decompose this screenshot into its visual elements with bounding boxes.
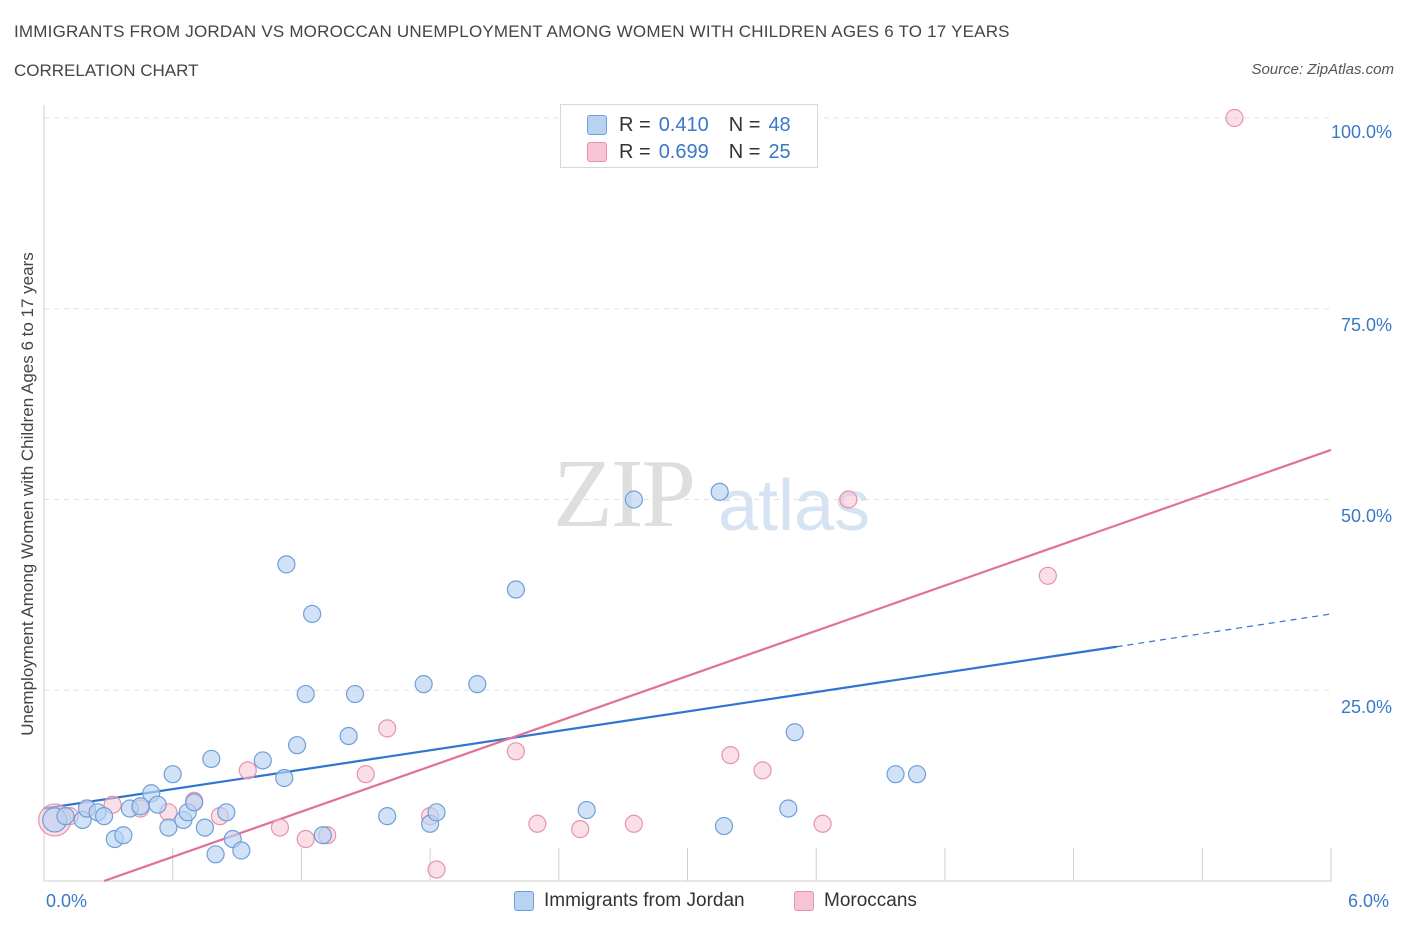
data-point-jordan xyxy=(577,800,596,820)
data-point-moroccans xyxy=(528,814,547,833)
data-point-jordan xyxy=(303,604,322,624)
data-point-moroccans xyxy=(753,761,772,780)
legend-r-value: 0.699 xyxy=(658,140,709,163)
chart-title: IMMIGRANTS FROM JORDAN VS MOROCCAN UNEMP… xyxy=(14,22,1010,41)
data-point-jordan xyxy=(710,482,729,501)
legend-swatch-blue xyxy=(514,891,534,911)
data-point-moroccans xyxy=(571,820,590,839)
legend-n-label: N = xyxy=(728,113,761,136)
x-tick-label-min: 0.0% xyxy=(46,891,88,911)
data-point-moroccans xyxy=(296,829,315,849)
y-tick-label: 100.0% xyxy=(1330,122,1392,142)
y-axis-label: Unemployment Among Women with Children A… xyxy=(18,252,37,736)
data-point-jordan xyxy=(159,818,178,837)
data-point-moroccans xyxy=(1225,108,1244,128)
data-point-moroccans xyxy=(839,490,858,509)
data-point-jordan xyxy=(714,816,734,836)
legend-row-moroccans: R = 0.699 N = 25 xyxy=(587,140,791,164)
legend-label-jordan: Immigrants from Jordan xyxy=(544,890,745,911)
legend-row-jordan: R = 0.410 N = 48 xyxy=(587,113,791,137)
bottom-legend-moroccans: Moroccans xyxy=(794,890,917,912)
data-point-jordan xyxy=(785,723,804,742)
data-point-moroccans xyxy=(427,860,446,879)
watermark-zip: ZIP xyxy=(553,440,696,548)
trendline-jordan-extension xyxy=(1116,613,1332,648)
data-point-moroccans xyxy=(270,818,290,837)
data-point-moroccans xyxy=(624,814,643,833)
data-point-jordan xyxy=(253,751,272,770)
data-point-jordan xyxy=(114,826,133,845)
y-tick-label: 50.0% xyxy=(1340,506,1392,526)
data-point-jordan xyxy=(378,807,397,826)
data-point-jordan xyxy=(779,799,798,818)
legend-swatch-blue xyxy=(587,115,607,135)
legend-label-moroccans: Moroccans xyxy=(824,890,917,911)
data-point-moroccans xyxy=(721,746,740,765)
x-tick-label-max: 6.0% xyxy=(1348,891,1390,911)
legend-n-value: 25 xyxy=(768,140,791,163)
data-point-jordan xyxy=(202,749,221,769)
stats-legend: R = 0.410 N = 48 R = 0.699 N = 25 xyxy=(560,104,818,168)
data-point-jordan xyxy=(296,684,315,704)
data-point-jordan xyxy=(163,765,182,784)
grid-lines xyxy=(44,117,1331,691)
legend-swatch-pink xyxy=(794,891,814,911)
data-point-jordan xyxy=(56,807,75,826)
data-point-jordan xyxy=(148,795,167,814)
legend-n-label: N = xyxy=(728,140,761,163)
data-point-jordan xyxy=(277,555,296,574)
data-point-jordan xyxy=(468,675,487,694)
data-point-jordan xyxy=(206,845,225,864)
trend-lines xyxy=(43,448,1332,883)
y-tick-label: 25.0% xyxy=(1340,697,1392,717)
data-point-jordan xyxy=(345,684,365,704)
data-point-moroccans xyxy=(378,719,397,738)
data-point-moroccans xyxy=(813,814,832,833)
legend-r-label: R = xyxy=(619,113,651,136)
data-point-moroccans xyxy=(238,761,257,780)
data-point-jordan xyxy=(313,826,332,845)
data-point-jordan xyxy=(94,807,114,826)
data-point-moroccans xyxy=(1038,566,1057,585)
data-point-jordan xyxy=(217,803,236,822)
data-points xyxy=(38,108,1244,879)
data-point-jordan xyxy=(506,580,526,599)
legend-swatch-pink xyxy=(587,142,607,162)
legend-r-label: R = xyxy=(619,140,651,163)
legend-r-value: 0.410 xyxy=(658,113,709,136)
legend-n-value: 48 xyxy=(768,113,791,136)
trendline-jordan xyxy=(43,645,1117,810)
data-point-moroccans xyxy=(506,742,526,761)
source-credit: Source: ZipAtlas.com xyxy=(1251,61,1394,78)
data-point-jordan xyxy=(339,726,358,746)
data-point-jordan xyxy=(624,490,643,509)
data-point-jordan xyxy=(275,768,294,788)
data-point-jordan xyxy=(195,818,214,837)
bottom-legend-jordan: Immigrants from Jordan xyxy=(514,890,745,912)
axes xyxy=(43,105,1332,882)
data-point-jordan xyxy=(414,675,433,694)
data-point-jordan xyxy=(288,736,307,755)
data-point-jordan xyxy=(907,765,927,784)
data-point-jordan xyxy=(185,793,204,812)
data-point-moroccans xyxy=(356,765,375,784)
y-tick-label: 75.0% xyxy=(1340,315,1392,335)
chart-subtitle: CORRELATION CHART xyxy=(14,61,199,80)
data-point-jordan xyxy=(427,803,446,822)
data-point-jordan xyxy=(886,765,905,784)
trendline-moroccans xyxy=(103,448,1332,883)
data-point-jordan xyxy=(232,841,251,860)
